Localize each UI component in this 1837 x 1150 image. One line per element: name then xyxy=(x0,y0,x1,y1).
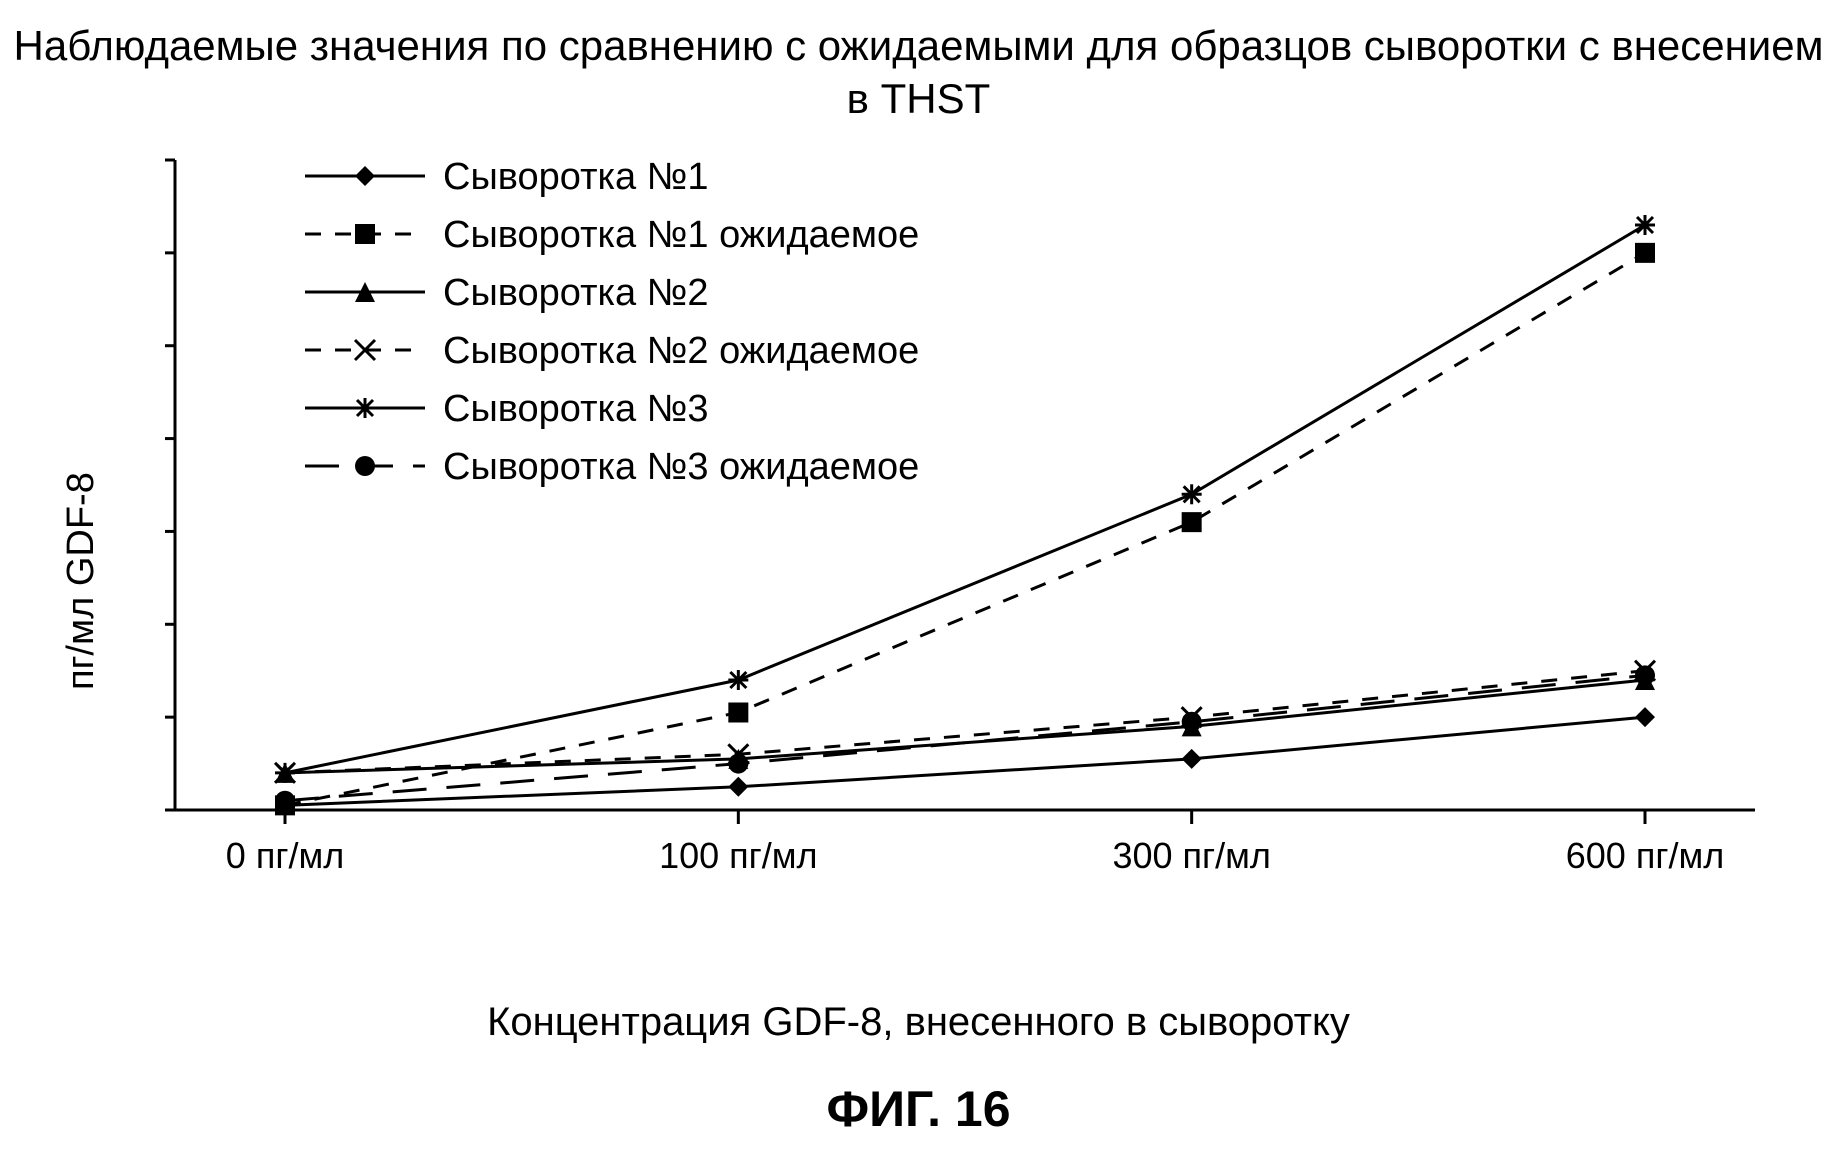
page: { "title": "Наблюдаемые значения по срав… xyxy=(0,0,1837,1150)
y-axis-label: пг/мл GDF-8 xyxy=(60,472,103,690)
x-tick-label: 600 пг/мл xyxy=(1566,835,1724,876)
legend-label: Сыворотка №2 ожидаемое xyxy=(443,330,919,372)
legend-label: Сыворотка №1 xyxy=(443,156,709,198)
legend: Сыворотка №1 Сыворотка №1 ожидаемое Сыворо… xyxy=(305,156,919,488)
series xyxy=(275,661,1655,783)
legend-label: Сыворотка №1 ожидаемое xyxy=(443,214,919,256)
legend-label: Сыворотка №3 ожидаемое xyxy=(443,446,919,488)
x-tick-label: 300 пг/мл xyxy=(1112,835,1270,876)
series xyxy=(275,665,1655,810)
series xyxy=(275,707,1655,815)
legend-label: Сыворотка №2 xyxy=(443,272,709,314)
series-line xyxy=(285,671,1645,773)
figure-caption: ФИГ. 16 xyxy=(0,1080,1837,1138)
chart-title: Наблюдаемые значения по сравнению с ожид… xyxy=(0,20,1837,125)
chart-plot: 0102030405060700 пг/мл100 пг/мл300 пг/мл… xyxy=(165,150,1785,840)
series xyxy=(275,243,1655,816)
x-tick-label: 100 пг/мл xyxy=(659,835,817,876)
series xyxy=(275,670,1655,783)
series-line xyxy=(285,680,1645,773)
legend-label: Сыворотка №3 xyxy=(443,388,709,430)
x-tick-label: 0 пг/мл xyxy=(226,835,344,876)
series-line xyxy=(285,675,1645,800)
x-axis-label: Концентрация GDF-8, внесенного в сыворот… xyxy=(0,1000,1837,1045)
